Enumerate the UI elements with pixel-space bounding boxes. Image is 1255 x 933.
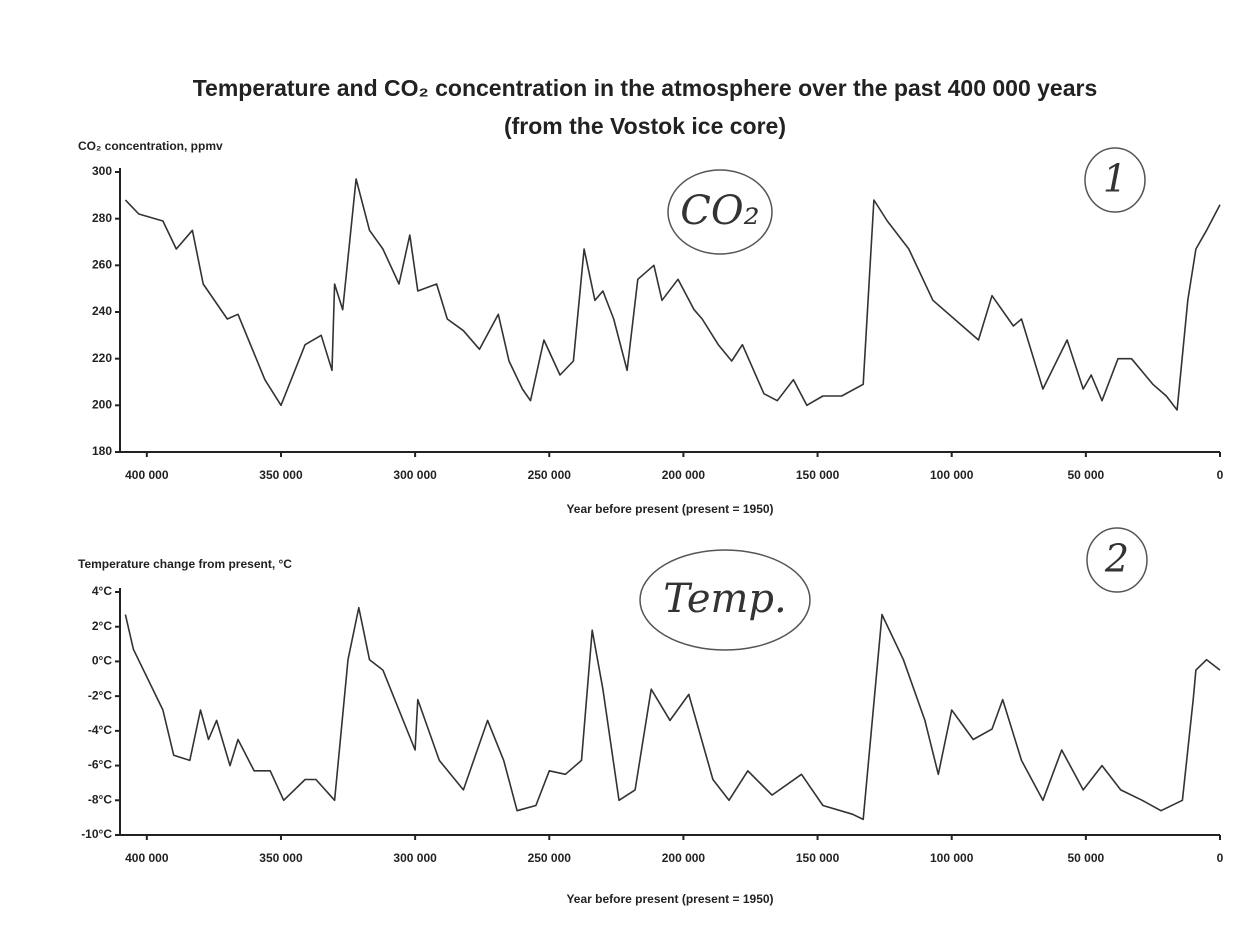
x-tick-label: 200 000 <box>662 468 706 482</box>
data-line <box>124 178 1221 411</box>
y-tick-label: -4°C <box>88 723 112 737</box>
x-tick-label: 150 000 <box>796 851 840 865</box>
annotation-circle <box>1086 527 1148 593</box>
y-tick-label: 220 <box>92 351 112 365</box>
y-tick-label: -2°C <box>88 688 112 702</box>
annotation: Temp. <box>663 576 787 622</box>
y-tick-label: 280 <box>92 211 112 225</box>
x-tick-label: 250 000 <box>528 468 572 482</box>
y-tick-label: 260 <box>92 258 112 272</box>
y-tick-label: 200 <box>92 398 112 412</box>
y-tick-label: -6°C <box>88 758 112 772</box>
y-tick-label: 2°C <box>92 619 112 633</box>
y-tick-label: 300 <box>92 164 112 178</box>
x-tick-label: 350 000 <box>259 851 303 865</box>
x-tick-label: 200 000 <box>662 851 706 865</box>
x-tick-label: 150 000 <box>796 468 840 482</box>
x-tick-label: 50 000 <box>1068 851 1105 865</box>
annotation-circle <box>667 169 773 255</box>
data-line <box>124 606 1221 821</box>
x-tick-label: 300 000 <box>393 851 437 865</box>
x-tick-label: 0 <box>1217 468 1224 482</box>
x-tick-label: 350 000 <box>259 468 303 482</box>
x-tick-label: 50 000 <box>1068 468 1105 482</box>
x-tick-label: 100 000 <box>930 851 974 865</box>
y-tick-label: 0°C <box>92 654 112 668</box>
x-tick-label: 0 <box>1217 851 1224 865</box>
chart-subtitle: (from the Vostok ice core) <box>504 113 786 139</box>
y-tick-label: 240 <box>92 304 112 318</box>
x-tick-label: 250 000 <box>528 851 572 865</box>
x-tick-label: 300 000 <box>393 468 437 482</box>
chart-title: Temperature and CO₂ concentration in the… <box>193 75 1098 101</box>
annotation-circle <box>639 549 811 651</box>
x-tick-label: 100 000 <box>930 468 974 482</box>
y-tick-label: 180 <box>92 444 112 458</box>
annotation: 1 <box>1103 157 1127 201</box>
annotation-circle <box>1084 147 1146 213</box>
annotation: CO₂ <box>680 188 759 234</box>
y-tick-label: -8°C <box>88 792 112 806</box>
y-axis-label: CO₂ concentration, ppmv <box>78 139 223 153</box>
x-axis-label: Year before present (present = 1950) <box>566 502 773 516</box>
y-axis-label: Temperature change from present, °C <box>78 557 292 571</box>
x-axis-label: Year before present (present = 1950) <box>566 892 773 906</box>
y-tick-label: 4°C <box>92 584 112 598</box>
y-tick-label: -10°C <box>81 827 112 841</box>
x-tick-label: 400 000 <box>125 851 169 865</box>
annotation: 2 <box>1104 537 1129 581</box>
x-tick-label: 400 000 <box>125 468 169 482</box>
